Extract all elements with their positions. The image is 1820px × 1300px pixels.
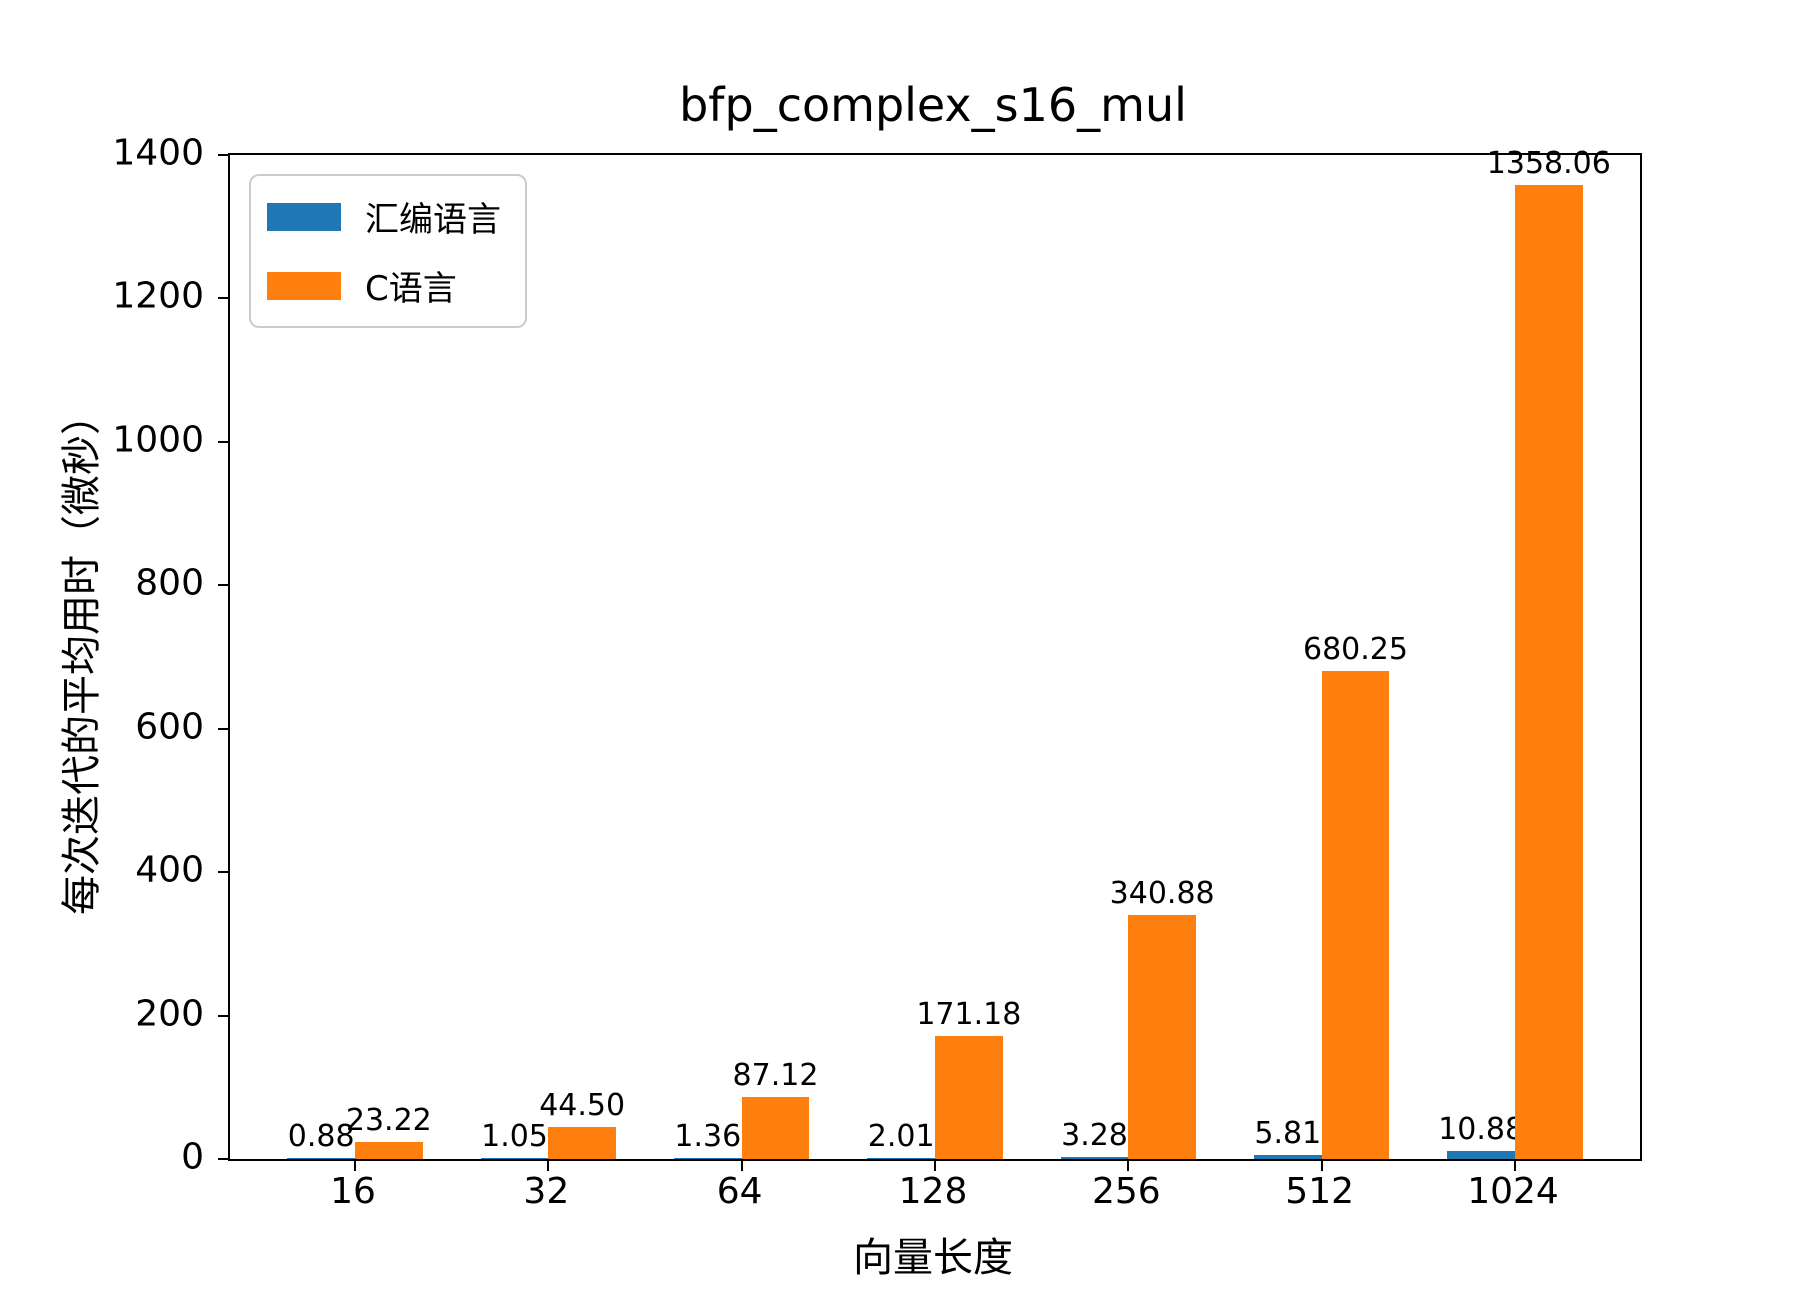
bar-汇编语言-64 bbox=[674, 1157, 742, 1159]
bar-C语言-64 bbox=[741, 1096, 810, 1159]
bar-value-label: 23.22 bbox=[345, 1103, 432, 1139]
bar-value-label: 1358.06 bbox=[1486, 146, 1611, 182]
bar-汇编语言-16 bbox=[287, 1157, 355, 1159]
bar-value-label: 44.50 bbox=[539, 1088, 626, 1124]
y-tick-label: 1400 bbox=[112, 132, 204, 174]
bar-value-label: 87.12 bbox=[732, 1057, 819, 1093]
bar-汇编语言-128 bbox=[867, 1157, 935, 1159]
y-tick-label: 1200 bbox=[112, 275, 204, 317]
y-tick-label: 1000 bbox=[112, 419, 204, 461]
y-tick-mark bbox=[218, 1014, 228, 1017]
bar-C语言-256 bbox=[1128, 914, 1196, 1159]
x-tick-label: 32 bbox=[523, 1171, 570, 1212]
y-tick-label: 800 bbox=[135, 562, 204, 604]
bar-C语言-32 bbox=[548, 1127, 616, 1159]
y-tick-mark bbox=[218, 154, 228, 156]
x-tick-label: 512 bbox=[1285, 1171, 1355, 1212]
bar-汇编语言-1024 bbox=[1447, 1151, 1515, 1159]
x-tick-mark bbox=[1320, 1161, 1323, 1171]
bar-value-label: 680.25 bbox=[1303, 632, 1408, 668]
y-tick-label: 0 bbox=[181, 1136, 204, 1178]
y-tick-label: 400 bbox=[135, 849, 204, 891]
y-tick-mark bbox=[218, 584, 228, 587]
bar-value-label: 1.05 bbox=[481, 1118, 548, 1154]
y-tick-label: 600 bbox=[135, 706, 204, 748]
bar-value-label: 5.81 bbox=[1254, 1115, 1322, 1151]
y-tick-mark bbox=[218, 297, 228, 300]
legend-label: 汇编语言 bbox=[365, 200, 501, 240]
x-tick-label: 1024 bbox=[1467, 1171, 1559, 1212]
x-tick-mark bbox=[740, 1161, 743, 1171]
y-tick-label: 200 bbox=[135, 993, 204, 1035]
bar-汇编语言-256 bbox=[1060, 1156, 1129, 1159]
x-axis-label: 向量长度 bbox=[853, 1235, 1013, 1281]
x-tick-mark bbox=[354, 1161, 356, 1171]
y-tick-mark bbox=[218, 440, 228, 443]
x-tick-label: 128 bbox=[898, 1171, 968, 1212]
bar-value-label: 1.36 bbox=[674, 1118, 742, 1154]
legend: 汇编语言 C语言 bbox=[249, 174, 527, 328]
bar-C语言-128 bbox=[935, 1036, 1003, 1159]
bar-value-label: 3.28 bbox=[1061, 1117, 1128, 1153]
bar-C语言-512 bbox=[1321, 671, 1390, 1159]
chart-title: bfp_complex_s16_mul bbox=[679, 78, 1187, 132]
legend-swatch bbox=[267, 202, 341, 231]
bar-汇编语言-32 bbox=[480, 1157, 549, 1159]
bar-value-label: 2.01 bbox=[867, 1118, 935, 1154]
bar-value-label: 0.88 bbox=[287, 1118, 355, 1154]
x-tick-label: 256 bbox=[1091, 1171, 1161, 1212]
x-tick-mark bbox=[547, 1161, 550, 1171]
x-tick-label: 64 bbox=[716, 1171, 763, 1212]
bar-C语言-1024 bbox=[1515, 185, 1583, 1159]
bar-value-label: 10.88 bbox=[1438, 1112, 1525, 1148]
y-tick-mark bbox=[218, 727, 228, 730]
x-tick-mark bbox=[1514, 1161, 1516, 1171]
bar-value-label: 171.18 bbox=[916, 997, 1022, 1033]
bar-value-label: 340.88 bbox=[1109, 875, 1215, 911]
plot-area: 0.88 23.22 1.05 44.50 1.36 87.12 2.01 171.18 3.2… bbox=[218, 149, 1642, 1171]
legend-label: C语言 bbox=[365, 269, 457, 309]
bar-汇编语言-512 bbox=[1254, 1154, 1322, 1159]
x-tick-mark bbox=[1127, 1161, 1130, 1171]
legend-entry-C语言: C语言 bbox=[267, 261, 501, 310]
y-tick-mark bbox=[218, 871, 228, 874]
x-tick-mark bbox=[934, 1161, 936, 1171]
y-axis-label: 每次迭代的平均用时（微秒） bbox=[59, 395, 105, 915]
x-tick-label: 16 bbox=[330, 1171, 376, 1212]
y-tick-mark bbox=[218, 1158, 228, 1160]
bar-C语言-16 bbox=[355, 1142, 423, 1159]
legend-entry-汇编语言: 汇编语言 bbox=[267, 192, 501, 241]
legend-swatch bbox=[267, 271, 341, 300]
